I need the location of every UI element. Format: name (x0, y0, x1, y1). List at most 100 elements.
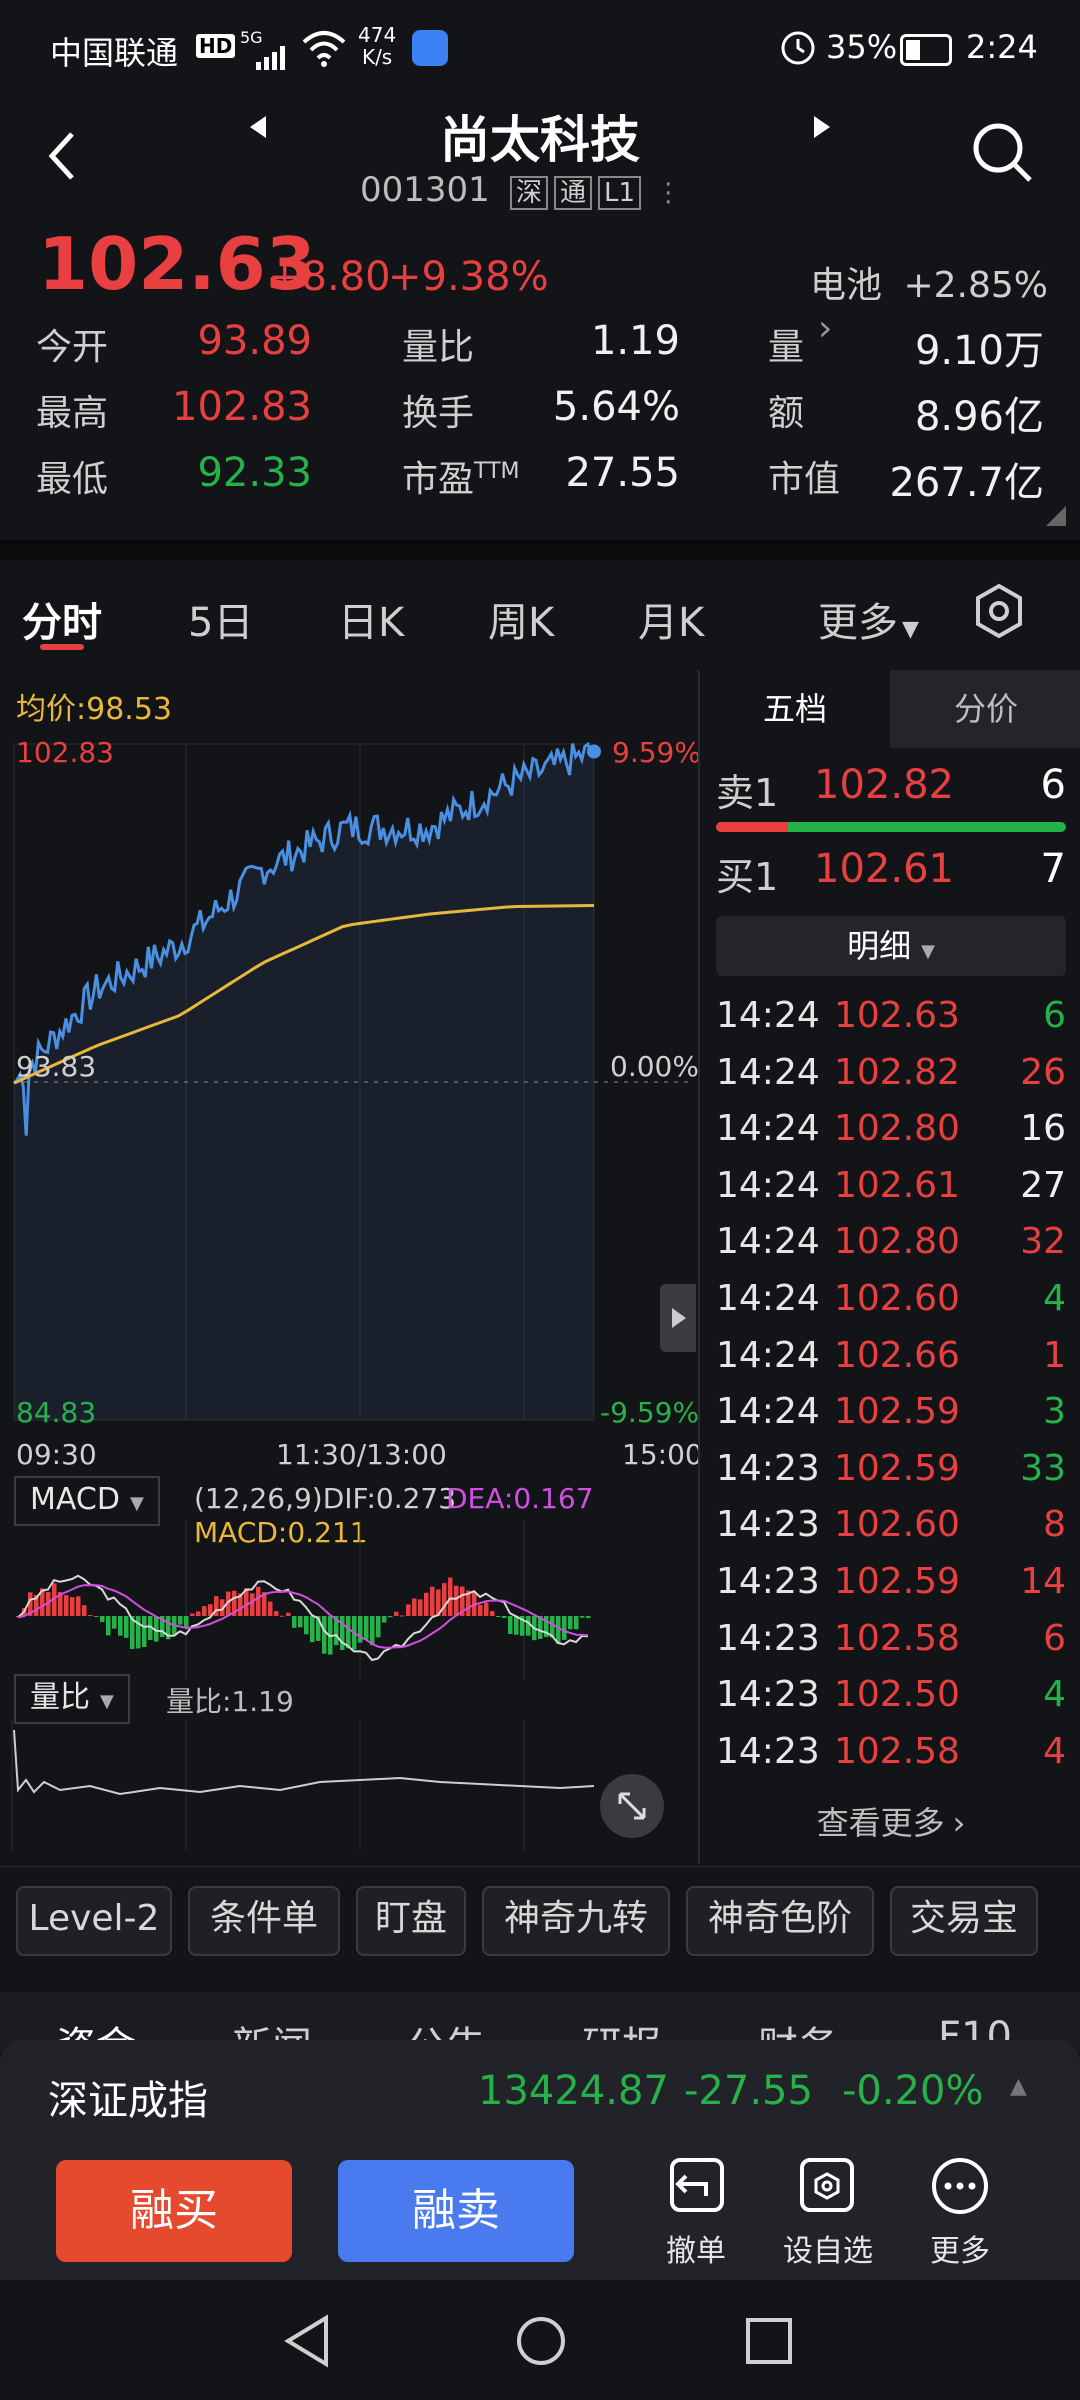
watch-button[interactable]: 盯盘 (356, 1886, 466, 1956)
more-dots-circle-icon (932, 2158, 988, 2214)
trade-row: 14:23 102.59 33 (700, 1441, 1080, 1497)
trade-price: 102.58 (834, 1617, 960, 1659)
trade-price: 102.59 (834, 1561, 960, 1602)
tab-daily-k[interactable]: 日K (338, 600, 405, 646)
conditional-order-button[interactable]: 条件单 (188, 1886, 340, 1956)
macd-bar (358, 1616, 363, 1643)
macd-bar (376, 1616, 381, 1638)
trade-time: 14:23 (716, 1504, 820, 1546)
tab-intraday[interactable]: 分时 (22, 600, 102, 646)
tab-monthly-k[interactable]: 月K (638, 600, 705, 646)
level2-button[interactable]: Level-2 (16, 1886, 172, 1956)
view-more-link[interactable]: 查看更多 › (816, 1804, 966, 1842)
stat-label-market-cap: 市值 (768, 459, 841, 500)
net-speed: 474 K/s (358, 23, 397, 69)
macd-bar (202, 1606, 207, 1616)
stat-value-pe: 27.55 (565, 450, 680, 496)
trade-qty: 6 (1043, 1617, 1066, 1659)
fullscreen-button[interactable] (600, 1774, 664, 1838)
detail-toggle[interactable]: 明细 ▼ (716, 916, 1066, 976)
magic-nine-button[interactable]: 神奇九转 (482, 1886, 670, 1956)
trade-time: 14:23 (716, 1561, 820, 1602)
macd-value: MACD:0.211 (194, 1516, 368, 1549)
trade-price: 102.60 (834, 1504, 960, 1546)
macd-bar (112, 1616, 117, 1629)
tab-price-dist[interactable]: 分价 (890, 670, 1080, 748)
settings-icon[interactable] (972, 582, 1026, 640)
more-button[interactable]: 更多 (890, 2156, 1030, 2269)
y-axis-mid: 93.83 (16, 1050, 97, 1083)
macd-bar (106, 1616, 111, 1636)
macd-bar (94, 1616, 99, 1617)
macd-bar (280, 1615, 285, 1617)
search-icon[interactable] (970, 120, 1036, 186)
nav-home-icon[interactable] (514, 2314, 568, 2368)
macd-dea: DEA:0.167 (446, 1482, 594, 1515)
macd-bar (382, 1616, 387, 1623)
trade-qty: 33 (1020, 1447, 1066, 1489)
expand-corner-icon[interactable] (1046, 506, 1066, 526)
collapse-icon[interactable]: ▲ (1010, 2074, 1027, 2099)
prev-stock-icon[interactable] (244, 112, 274, 142)
tab-5day[interactable]: 5日 (188, 600, 254, 646)
stat-label-high: 最高 (36, 393, 109, 434)
macd-bar (292, 1616, 297, 1628)
macd-bar (82, 1605, 87, 1616)
chevron-right-icon: › (952, 1804, 966, 1842)
trade-time: 14:24 (716, 1221, 820, 1263)
trade-price: 102.61 (834, 1164, 960, 1206)
expand-panel-button[interactable] (660, 1284, 696, 1352)
macd-bar (448, 1577, 453, 1616)
magic-color-button[interactable]: 神奇色阶 (686, 1886, 874, 1956)
back-icon[interactable] (42, 128, 82, 184)
macd-bar (142, 1616, 147, 1648)
intraday-chart[interactable] (0, 730, 696, 1430)
margin-sell-button[interactable]: 融卖 (338, 2160, 574, 2262)
more-dots-icon[interactable]: ⋮ (655, 178, 682, 208)
index-name: 深证成指 (48, 2078, 208, 2124)
next-stock-icon[interactable] (806, 112, 836, 142)
trade-treasure-button[interactable]: 交易宝 (890, 1886, 1038, 1956)
stat-value-turnover: 5.64% (552, 384, 680, 430)
expand-arrows-icon (618, 1792, 646, 1820)
trade-list[interactable]: 14:24 102.63 6 14:24 102.82 26 14:24 102.80 16 14… (700, 988, 1080, 1772)
macd-bar (46, 1591, 51, 1616)
nav-recents-icon[interactable] (744, 2316, 794, 2366)
trade-qty: 8 (1043, 1504, 1066, 1546)
macd-chart (16, 1520, 591, 1680)
price-area (14, 743, 594, 1420)
macd-params: (12,26,9)DIF:0.273 (194, 1482, 457, 1515)
macd-bar (220, 1599, 225, 1616)
volume-ratio-selector[interactable]: 量比 ▼ (14, 1674, 130, 1724)
stat-value-open: 93.89 (197, 318, 312, 364)
sector-link[interactable]: 电池 +2.85% › (810, 256, 1080, 349)
time-mid: 11:30/13:00 (276, 1438, 447, 1471)
macd-bar (574, 1616, 579, 1630)
nav-back-icon[interactable] (282, 2314, 332, 2368)
macd-bar (304, 1616, 309, 1635)
trade-row: 14:24 102.59 3 (700, 1384, 1080, 1440)
tab-five-levels[interactable]: 五档 (762, 690, 827, 728)
macd-bar (244, 1588, 249, 1616)
margin-buy-button[interactable]: 融买 (56, 2160, 292, 2262)
macd-selector[interactable]: MACD ▼ (14, 1476, 160, 1526)
trade-time: 14:23 (716, 1674, 820, 1716)
macd-bar (262, 1592, 267, 1616)
stat-label-turnover: 换手 (402, 393, 475, 434)
macd-bar (484, 1602, 489, 1616)
macd-bar (76, 1596, 81, 1616)
trade-price: 102.50 (834, 1674, 960, 1716)
tag-connect: 通 (554, 176, 593, 210)
trade-price: 102.59 (834, 1391, 960, 1433)
tag-shenzhen: 深 (510, 176, 549, 210)
tab-weekly-k[interactable]: 周K (488, 600, 555, 646)
trade-price: 102.60 (834, 1278, 960, 1319)
add-watchlist-button[interactable]: 设自选 (758, 2156, 898, 2269)
macd-bar (406, 1604, 411, 1616)
cancel-order-label: 撤单 (666, 2234, 726, 2269)
tab-more[interactable]: 更多 ▼ (818, 600, 919, 646)
macd-bar (64, 1595, 69, 1616)
index-bar[interactable]: 深证成指 13424.87 -27.55 -0.20% ▲ (0, 2040, 1080, 2140)
stat-label-open: 今开 (36, 327, 109, 368)
cancel-order-button[interactable]: 撤单 (626, 2156, 766, 2269)
